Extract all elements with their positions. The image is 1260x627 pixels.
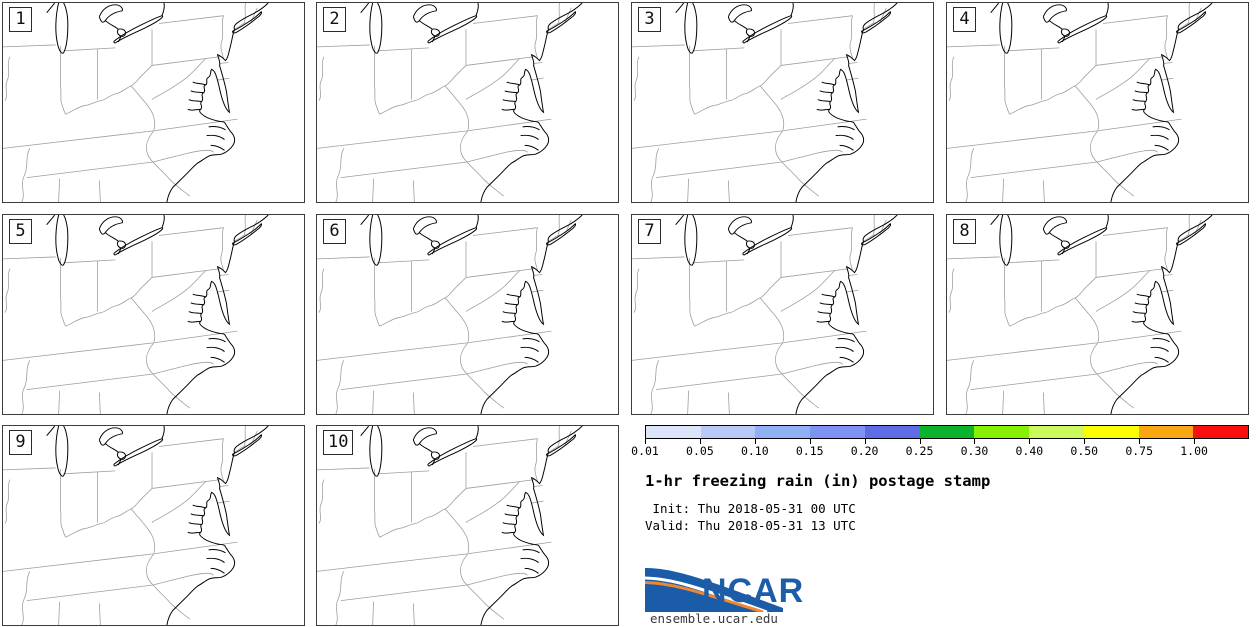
colorbar-segment <box>1193 426 1249 438</box>
member-map <box>317 426 583 625</box>
colorbar-segment <box>1083 426 1139 438</box>
panel-number-label: 6 <box>323 219 346 244</box>
member-map <box>3 3 269 202</box>
colorbar-segment <box>755 426 811 438</box>
colorbar <box>645 425 1249 439</box>
map-panel: 4 <box>946 2 1249 203</box>
member-map <box>3 426 269 625</box>
colorbar-segment <box>810 426 865 438</box>
panel-number-label: 4 <box>953 7 976 32</box>
colorbar-labels: 0.01 0.05 0.10 0.15 0.20 0.25 0.30 0.40 … <box>631 444 1249 458</box>
panel-number-label: 10 <box>323 430 354 455</box>
ncar-logo: NCAR <box>645 566 845 612</box>
colorbar-tick-label: 0.75 <box>1125 444 1154 458</box>
map-panel: 8 <box>946 214 1249 415</box>
member-map <box>317 215 583 414</box>
colorbar-segment <box>919 426 975 438</box>
colorbar-segment <box>646 426 701 438</box>
colorbar-tick-label: 0.01 <box>631 444 659 458</box>
colorbar-tick-label: 1.00 <box>1180 444 1208 458</box>
colorbar-tick-label: 0.05 <box>686 444 714 458</box>
member-map <box>632 3 898 202</box>
panel-number-label: 1 <box>9 7 32 32</box>
panel-number-label: 7 <box>638 219 661 244</box>
colorbar-tick-label: 0.20 <box>850 444 879 458</box>
map-panel: 6 <box>316 214 619 415</box>
colorbar-segment <box>1029 426 1084 438</box>
colorbar-tick-label: 0.50 <box>1070 444 1099 458</box>
colorbar-tick-label: 0.25 <box>905 444 934 458</box>
member-map <box>3 215 269 414</box>
map-panel: 10 <box>316 425 619 626</box>
map-panel: 9 <box>2 425 305 626</box>
colorbar-tick-label: 0.40 <box>1015 444 1044 458</box>
map-panel: 5 <box>2 214 305 415</box>
valid-time: Valid: Thu 2018-05-31 13 UTC <box>645 518 856 533</box>
colorbar-segment <box>864 426 920 438</box>
member-map <box>947 3 1213 202</box>
map-panel: 7 <box>631 214 934 415</box>
colorbar-ticks <box>645 439 1249 444</box>
member-map <box>632 215 898 414</box>
colorbar-segment <box>1138 426 1194 438</box>
panel-number-label: 9 <box>9 430 32 455</box>
colorbar-segment <box>700 426 756 438</box>
colorbar-tick-label: 0.15 <box>795 444 824 458</box>
ncar-swoosh-icon <box>645 568 783 612</box>
colorbar-tick-label: 0.30 <box>960 444 989 458</box>
website-label: ensemble.ucar.edu <box>650 611 778 626</box>
colorbar-segment <box>974 426 1030 438</box>
map-panel: 3 <box>631 2 934 203</box>
product-title: 1-hr freezing rain (in) postage stamp <box>645 472 991 490</box>
map-panel: 1 <box>2 2 305 203</box>
map-panel: 2 <box>316 2 619 203</box>
member-map <box>317 3 583 202</box>
panel-number-label: 2 <box>323 7 346 32</box>
init-time: Init: Thu 2018-05-31 00 UTC <box>645 501 856 516</box>
panel-number-label: 5 <box>9 219 32 244</box>
member-map <box>947 215 1213 414</box>
ncar-logo-text: NCAR <box>702 572 805 610</box>
panel-number-label: 8 <box>953 219 976 244</box>
colorbar-tick-label: 0.10 <box>740 444 769 458</box>
panel-number-label: 3 <box>638 7 661 32</box>
